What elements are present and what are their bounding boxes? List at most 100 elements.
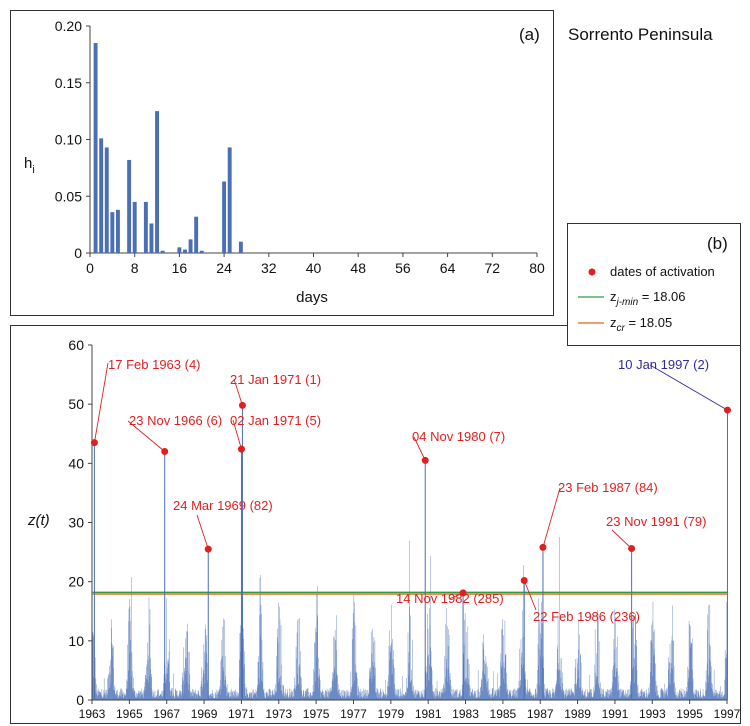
panel-b-ytick-label: 10 (68, 633, 84, 649)
panel-b-xtick-label: 1981 (415, 707, 442, 721)
panel-b-xtick-label: 1963 (79, 707, 106, 721)
panel-a-bar (127, 159, 132, 253)
legend-zcr-label: zcr = 18.05 (610, 315, 672, 334)
activation-point (161, 448, 169, 455)
panel-b-xtick-label: 1975 (303, 707, 330, 721)
activation-leader (649, 364, 728, 411)
panel-b-ylabel: z(t) (27, 512, 50, 529)
panel-b-xtick-label: 1973 (265, 707, 292, 721)
activation-leader (232, 419, 242, 450)
panel-a-bar (149, 223, 154, 253)
activation-leader (542, 487, 561, 548)
legend-dates-label: dates of activation (610, 264, 715, 279)
activation-label: 02 Jan 1971 (5) (230, 413, 321, 428)
panel-b-ytick-label: 40 (68, 455, 84, 471)
panel-a-bar (227, 147, 232, 253)
panel-a-ytick-label: 0 (74, 245, 82, 261)
panel-b-xtick-label: 1983 (452, 707, 479, 721)
panel-a-bar (177, 247, 182, 253)
panel-a-bar (160, 250, 165, 253)
panel-a-xtick-label: 16 (172, 260, 188, 276)
panel-b-xtick-label: 1993 (639, 707, 666, 721)
activation-label: 14 Nov 1982 (285) (396, 591, 504, 606)
panel-b-xtick-label: 1997 (714, 707, 741, 721)
panel-a-xtick-label: 64 (440, 260, 456, 276)
panel-b-xtick-label: 1991 (602, 707, 629, 721)
panel-a-ylabel: hi (24, 155, 35, 176)
activation-point (237, 445, 245, 453)
activation-label: 22 Feb 1986 (236) (533, 609, 640, 624)
panel-b-label: (b) (707, 234, 728, 253)
activation-point (90, 439, 98, 447)
activation-label: 24 Mar 1969 (82) (173, 498, 273, 513)
panel-a-ytick-label: 0.20 (55, 18, 82, 34)
activation-label: 23 Nov 1991 (79) (606, 514, 706, 529)
panel-a-plot: 0 0.05 0.10 0.15 0.20 0 8 16 24 32 40 48 56 64 72 80 (55, 18, 545, 276)
legend-frame (567, 223, 741, 346)
site-title: Sorrento Peninsula (568, 25, 713, 44)
activation-point (520, 576, 528, 584)
panel-b-xtick-label: 1965 (116, 707, 143, 721)
activation-point (539, 543, 547, 551)
activation-label: 10 Jan 1997 (2) (618, 357, 709, 372)
panel-b-ytick-label: 20 (68, 574, 84, 590)
panel-b-xtick-label: 1969 (191, 707, 218, 721)
panel-a-ylabel-sub: i (32, 164, 34, 176)
panel-a-bar (99, 138, 104, 253)
activation-point (238, 401, 246, 409)
panel-a-xlabel: days (296, 289, 328, 306)
legend-zcr-sub: cr (617, 323, 626, 334)
panel-a-xtick-label: 0 (86, 260, 94, 276)
panel-b-xtick-label: 1979 (377, 707, 404, 721)
panel-b-xtick-label: 1971 (228, 707, 255, 721)
activation-point (204, 545, 212, 553)
panel-a-xtick-label: 24 (216, 260, 232, 276)
activation-leader (523, 580, 537, 611)
panel-b-xtick-label: 1967 (153, 707, 180, 721)
legend-zmin-label: zj-min = 18.06 (610, 289, 686, 308)
activation-point (723, 406, 731, 414)
activation-leader (127, 420, 165, 452)
panel-a-bar (115, 209, 120, 253)
activation-point (628, 545, 636, 553)
activation-label: 17 Feb 1963 (4) (108, 357, 201, 372)
panel-a-xtick-label: 32 (261, 260, 277, 276)
panel-a-bar (183, 249, 187, 253)
panel-b-xtick-label: 1987 (527, 707, 554, 721)
legend-zmin-value: = 18.06 (638, 289, 685, 304)
activation-leader (196, 514, 209, 550)
activation-leader (413, 436, 426, 461)
panel-a-label: (a) (519, 25, 540, 44)
panel-a-ylabel-main: h (24, 155, 32, 172)
panel-a-bar (155, 111, 160, 253)
panel-a-frame (10, 10, 554, 316)
panel-b-xtick-label: 1985 (490, 707, 517, 721)
panel-a-ytick-label: 0.15 (55, 75, 82, 91)
panel-b-plot: 0 10 20 30 40 50 60 1963 1965 1967 1969 1971 1973 197… (68, 337, 740, 721)
activation-label: 23 Nov 1966 (6) (129, 413, 222, 428)
panel-a-xtick-label: 56 (395, 260, 411, 276)
legend-dates-marker (588, 268, 596, 276)
legend-zmin-main: z (610, 289, 617, 304)
activation-label: 04 Nov 1980 (7) (412, 429, 505, 444)
panel-b-ytick-label: 0 (76, 692, 84, 708)
panel-a-xtick-label: 48 (350, 260, 366, 276)
panel-b-xtick-label: 1977 (340, 707, 367, 721)
panel-a-bar (238, 241, 243, 253)
activation-leader (233, 378, 243, 406)
panel-b-xtick-label: 1995 (676, 707, 703, 721)
panel-a-bar (143, 201, 148, 253)
panel-a-bar (188, 239, 193, 253)
panel-a-bar (194, 216, 199, 253)
activation-point (421, 456, 429, 464)
legend-zcr-value: = 18.05 (625, 315, 672, 330)
panel-a-bar (110, 212, 115, 253)
legend-zcr-main: z (610, 315, 617, 330)
activation-leader (93, 362, 109, 443)
panel-a-bar (93, 43, 98, 254)
activation-leader (611, 529, 632, 549)
panel-b-xtick-label: 1989 (564, 707, 591, 721)
panel-a-ytick-label: 0.10 (55, 132, 82, 148)
panel-a-xtick-label: 8 (131, 260, 139, 276)
